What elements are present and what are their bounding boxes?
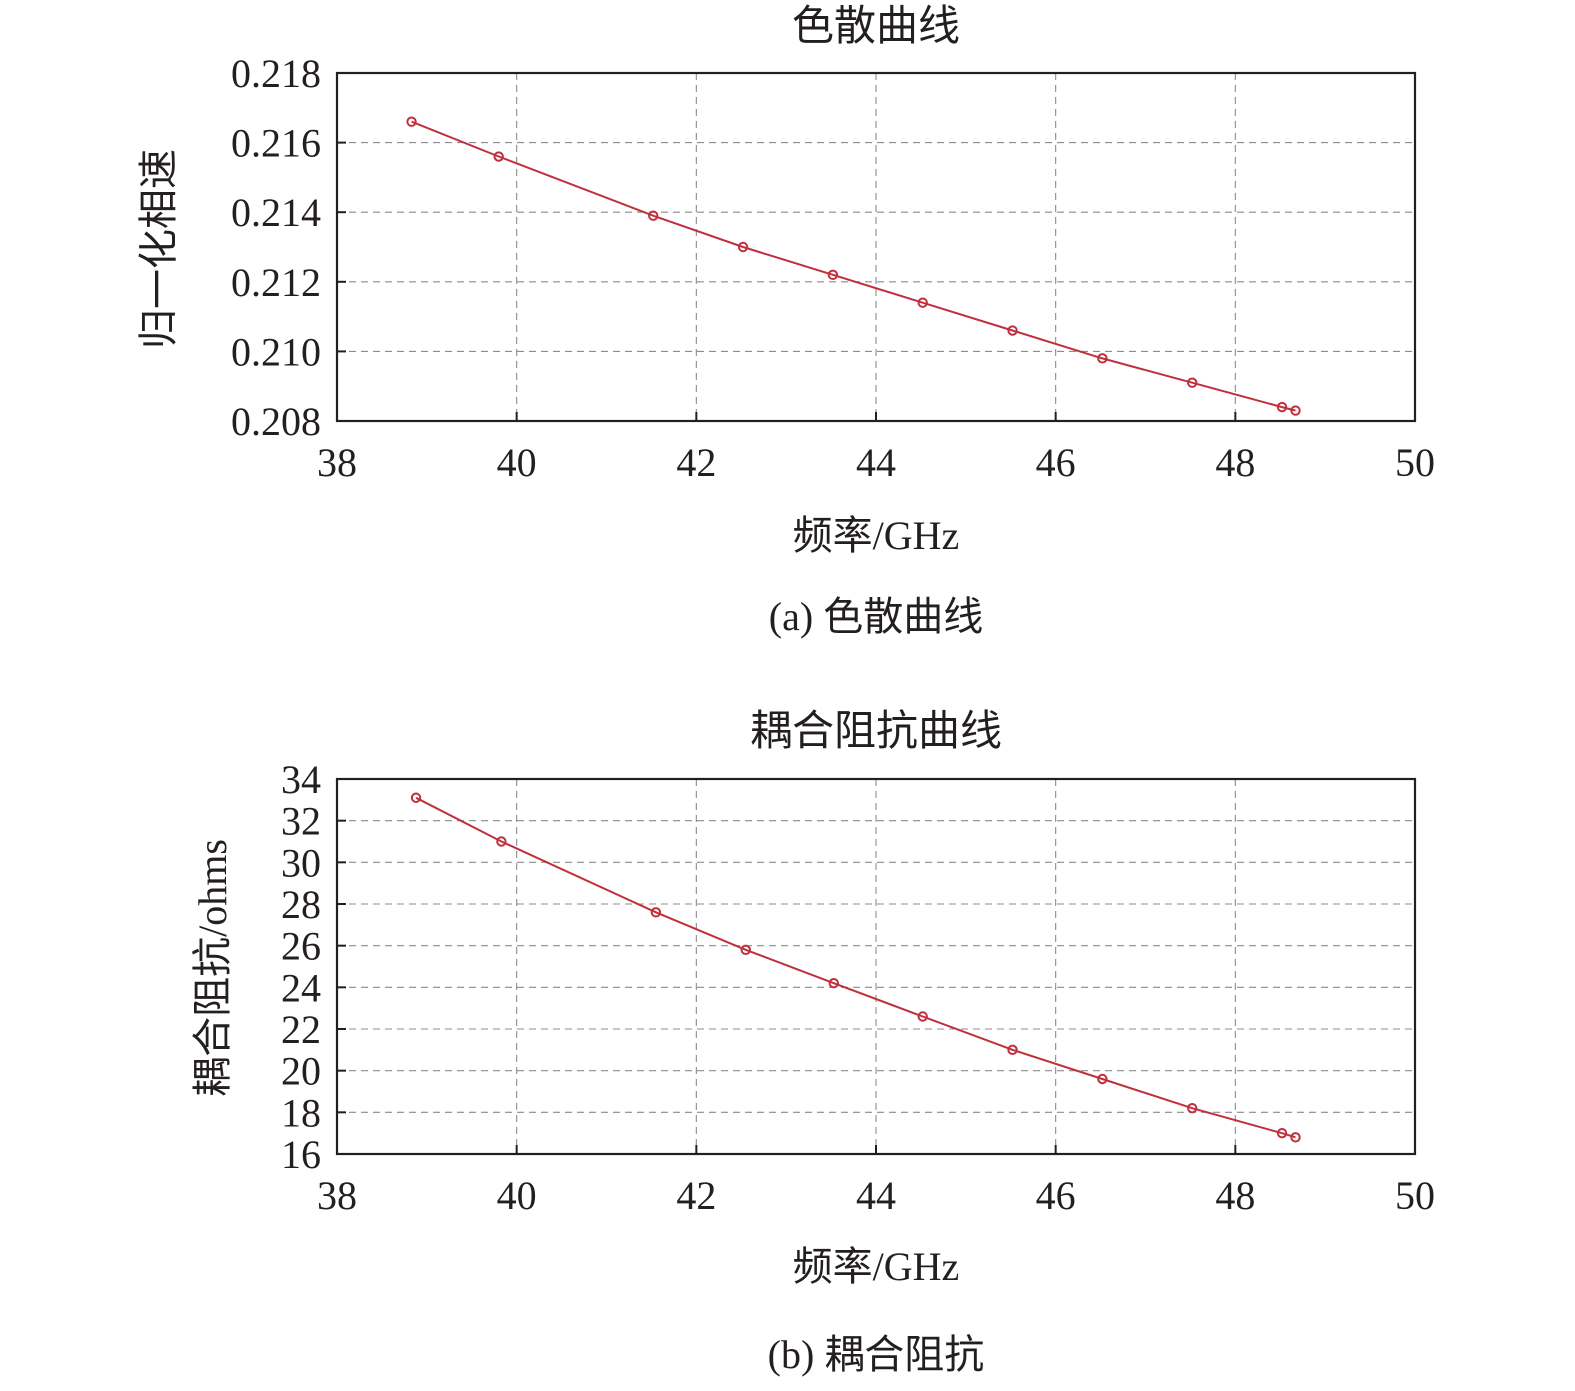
x-axis-label: 频率/GHz (793, 1244, 960, 1289)
data-point (410, 792, 422, 803)
series-line (415, 796, 1296, 1139)
data-point (1290, 1132, 1301, 1143)
y-tick-label: 18 (281, 1090, 321, 1135)
data-point (740, 944, 751, 956)
x-tick-label: 44 (856, 1173, 896, 1218)
y-tick-label: 0.208 (231, 399, 321, 444)
y-axis-label: 归一化相速 (136, 149, 181, 349)
data-point (648, 210, 659, 221)
y-tick-label: 30 (281, 840, 321, 885)
y-tick-label: 0.210 (231, 329, 321, 374)
y-tick-label: 24 (281, 965, 321, 1010)
data-point (1007, 1044, 1018, 1056)
x-tick-label: 40 (497, 1173, 537, 1218)
x-tick-label: 42 (676, 1173, 716, 1218)
figure-caption: (a) 色散曲线 (769, 594, 983, 639)
data-point (917, 1011, 928, 1022)
data-point (737, 241, 749, 253)
data-point (1187, 377, 1198, 388)
coupling-impedance-chart: 耦合阻抗曲线 耦合阻抗/ohms 频率/GHz (b) 耦合阻抗 38 40 42 4… (190, 708, 1435, 1377)
data-point (1276, 1127, 1288, 1139)
y-tick-label: 20 (281, 1049, 321, 1094)
plot-frame (335, 71, 1417, 423)
x-axis-label: 频率/GHz (793, 513, 960, 558)
x-tick-label: 48 (1215, 440, 1255, 485)
series-line (411, 120, 1296, 412)
y-tick-label: 26 (281, 924, 321, 969)
data-point (1097, 1073, 1108, 1085)
data-point (1187, 1102, 1198, 1114)
data-point (496, 836, 507, 847)
plot-frame (335, 777, 1417, 1156)
y-tick-label: 28 (281, 882, 321, 927)
y-axis-label: 耦合阻抗/ohms (190, 839, 235, 1097)
x-tick-label: 48 (1215, 1173, 1255, 1218)
y-tick-label: 32 (281, 799, 321, 844)
y-tick-label: 22 (281, 1007, 321, 1052)
y-tick-label: 34 (281, 757, 321, 802)
y-tick-label: 0.216 (231, 121, 321, 166)
data-point (1007, 325, 1018, 336)
x-tick-label: 46 (1036, 1173, 1076, 1218)
y-tick-label: 0.212 (231, 260, 321, 305)
x-tick-label: 50 (1395, 1173, 1435, 1218)
chart-title: 色散曲线 (792, 4, 960, 50)
x-tick-label: 40 (497, 440, 537, 485)
dispersion-chart: 色散曲线 归一化相速 频率/GHz (a) 色散曲线 38 40 42 44 46 48 5… (136, 4, 1435, 639)
data-point (406, 116, 417, 127)
data-point (1290, 405, 1301, 416)
data-point (828, 977, 839, 989)
y-tick-label: 16 (281, 1132, 321, 1177)
x-tick-label: 50 (1395, 440, 1435, 485)
chart-title: 耦合阻抗曲线 (750, 708, 1002, 755)
x-tick-label: 46 (1036, 440, 1076, 485)
data-point (650, 907, 662, 918)
x-tick-label: 44 (856, 440, 896, 485)
data-point (493, 151, 504, 162)
data-point (1276, 401, 1288, 413)
data-point (917, 297, 928, 308)
x-tick-label: 38 (317, 440, 357, 485)
figure-caption: (b) 耦合阻抗 (768, 1332, 985, 1377)
y-tick-label: 0.218 (231, 51, 321, 96)
x-tick-label: 42 (676, 440, 716, 485)
y-tick-label: 0.214 (231, 190, 321, 235)
x-tick-label: 38 (317, 1173, 357, 1218)
data-point (827, 269, 839, 281)
data-point (1097, 353, 1108, 364)
